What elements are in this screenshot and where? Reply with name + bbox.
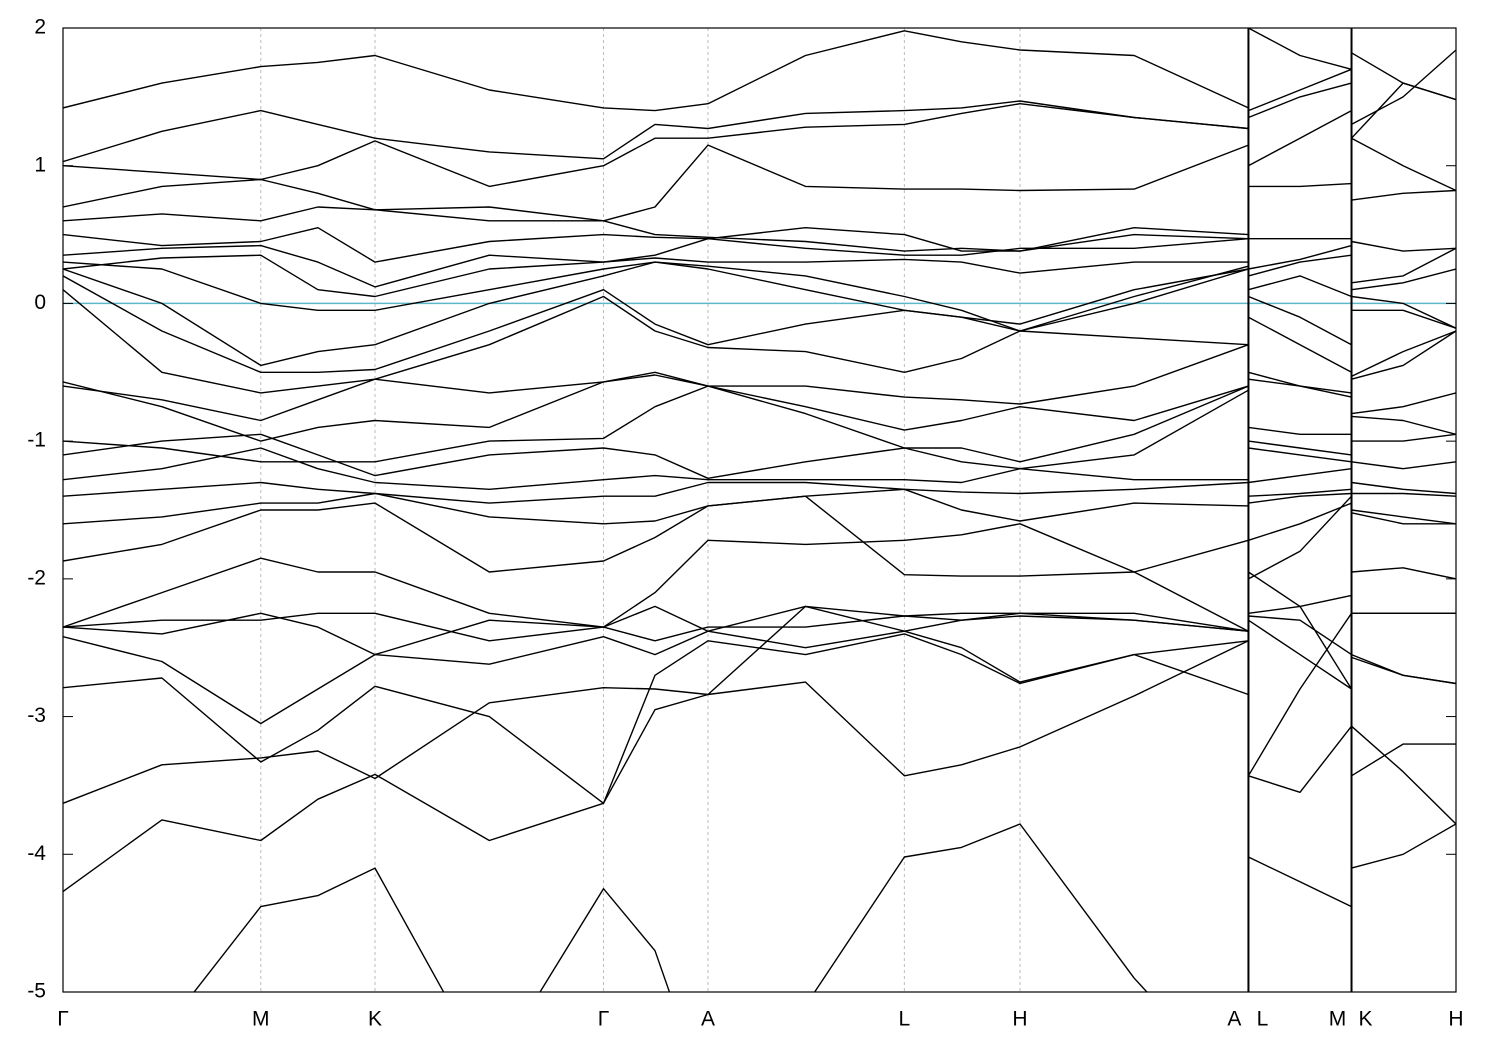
band-line [63,619,1456,804]
x-tick-label: M [252,1008,270,1031]
band-line [63,502,1456,632]
x-tick-label: A [701,1008,715,1031]
x-tick-label: L [1257,1008,1269,1031]
y-tick-label: -4 [27,842,46,865]
y-tick-label: 0 [34,291,46,314]
plot-frame [62,27,1457,993]
band-line [63,447,1456,495]
x-tick-label: L [899,1008,911,1031]
x-tick-label: H [1012,1008,1027,1031]
band-line [63,389,1456,479]
band-line [63,261,1456,332]
band-line [63,49,1456,163]
x-tick-label: H [1448,1008,1463,1031]
y-tick-label: -1 [27,429,46,452]
band-line [63,495,1456,580]
y-tick-label: 2 [34,16,46,39]
x-tick-label: A [1227,1008,1241,1031]
band-line [63,28,1456,112]
y-tick-label: 1 [34,153,46,176]
band-line [63,488,1456,525]
band-line [63,385,1456,463]
band-line [63,481,1456,504]
band-line [63,571,1456,690]
band-line [63,289,1456,398]
band-line [63,109,1456,222]
band-line [63,226,1456,288]
y-tick-label: -3 [27,704,46,727]
band-line [193,823,1456,992]
band-line [63,261,1456,367]
x-tick-label: Γ [57,1008,69,1031]
band-line [63,189,1456,263]
band-line [63,605,1456,777]
band-line [63,612,1456,777]
x-tick-label: K [368,1008,382,1031]
band-line [63,254,1456,298]
x-tick-label: K [1359,1008,1373,1031]
bands-layer [63,28,1456,992]
band-line [63,268,1456,378]
band-line [63,344,1456,422]
y-tick-label: -5 [27,980,46,1003]
band-line [63,640,1456,893]
x-tick-label: Γ [598,1008,610,1031]
band-line [63,374,1456,442]
band-line [63,182,1456,252]
y-tick-label: -2 [27,566,46,589]
band-line [63,82,1456,188]
x-tick-label: M [1329,1008,1347,1031]
